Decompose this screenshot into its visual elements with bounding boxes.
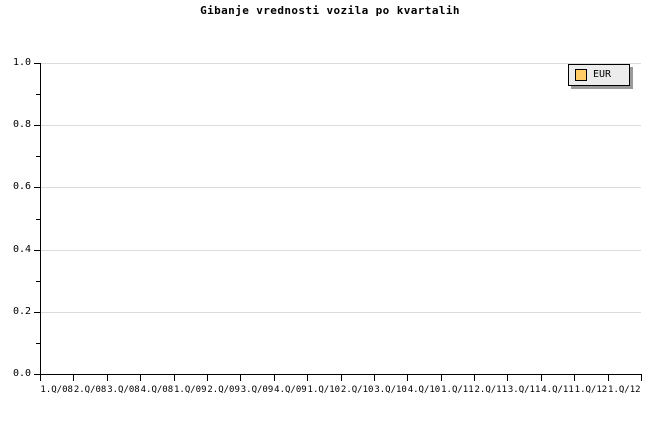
x-axis-tick: [641, 375, 642, 381]
x-axis-tick: [608, 375, 609, 381]
x-axis-tick-label: 1.Q/08: [40, 385, 73, 395]
x-axis-tick: [73, 375, 74, 381]
x-axis-tick-label: 3.Q/08: [107, 385, 140, 395]
x-axis-tick: [341, 375, 342, 381]
y-axis-tick-minor: [36, 218, 40, 220]
x-axis-tick: [307, 375, 308, 381]
y-axis-tick-minor: [36, 342, 40, 344]
y-axis-tick-label: 0.6: [12, 181, 31, 193]
y-axis-tick-major: [34, 311, 40, 313]
y-axis-tick-major: [34, 63, 40, 64]
x-axis-tick: [240, 375, 241, 381]
x-axis-tick: [107, 375, 108, 381]
x-axis-tick-label: 3.Q/09: [240, 385, 274, 395]
x-axis-tick-label: 2.Q/08: [73, 385, 107, 395]
x-axis-tick-label: 3.Q/11: [507, 385, 541, 395]
legend-color-swatch-icon: [575, 69, 587, 81]
x-axis-tick: [507, 375, 508, 381]
y-axis-tick-major: [34, 187, 40, 189]
plot-area: [40, 63, 641, 375]
x-axis-tick: [407, 375, 408, 381]
y-axis-tick-label: 0.4: [12, 243, 31, 255]
legend-box[interactable]: EUR: [568, 64, 630, 86]
x-axis-tick-label: 1.Q/12: [608, 385, 641, 395]
gridline-horizontal: [40, 249, 641, 251]
y-axis-tick-label: 0.2: [12, 305, 31, 317]
x-axis-tick-label: 1.Q/11: [441, 385, 474, 395]
gridline-horizontal: [40, 311, 641, 313]
y-axis-tick-minor: [36, 94, 40, 96]
legend-entry[interactable]: EUR: [575, 68, 611, 82]
y-axis-tick-label: 1.0: [12, 57, 31, 68]
y-axis-tick-major: [34, 125, 40, 127]
x-axis-line: [40, 374, 642, 375]
x-axis-tick: [40, 375, 41, 381]
gridline-horizontal: [40, 63, 641, 64]
x-axis-tick: [140, 375, 141, 381]
x-axis-tick: [574, 375, 575, 381]
x-axis-tick: [174, 375, 175, 381]
x-axis-tick: [441, 375, 442, 381]
x-axis-tick-label: 1.Q/10: [307, 385, 341, 395]
x-axis-tick-label: 2.Q/09: [207, 385, 240, 395]
x-axis-tick-label: 4.Q/10: [407, 385, 441, 395]
x-axis-tick: [374, 375, 375, 381]
x-axis-tick-label: 4.Q/08: [140, 385, 174, 395]
y-axis-tick-major: [34, 374, 40, 375]
y-axis-tick-label: 0.8: [12, 119, 31, 131]
y-axis-tick-label: 0.0: [12, 368, 31, 379]
x-axis-tick-label: 1.Q/12: [574, 385, 608, 395]
x-axis-tick: [274, 375, 275, 381]
x-axis-tick-label: 3.Q/10: [374, 385, 407, 395]
x-axis-tick-label: 4.Q/09: [274, 385, 307, 395]
x-axis-tick-label: 1.Q/09: [173, 385, 207, 395]
gridline-horizontal: [40, 187, 641, 189]
legend-entry-label: EUR: [593, 69, 612, 80]
y-axis-line: [40, 63, 41, 375]
x-axis-tick-label: 4.Q/11: [541, 385, 574, 395]
x-axis-tick-label: 2.Q/10: [340, 385, 374, 395]
chart-title: Gibanje vrednosti vozila po kvartalih: [200, 4, 460, 17]
x-axis-tick: [207, 375, 208, 381]
gridline-horizontal: [40, 125, 641, 127]
y-axis-tick-minor: [36, 156, 40, 158]
y-axis-tick-minor: [36, 280, 40, 282]
x-axis-tick: [474, 375, 475, 381]
x-axis-tick-label: 2.Q/11: [474, 385, 508, 395]
x-axis-tick: [541, 375, 542, 381]
y-axis-tick-major: [34, 249, 40, 251]
series-layer: [40, 63, 641, 374]
